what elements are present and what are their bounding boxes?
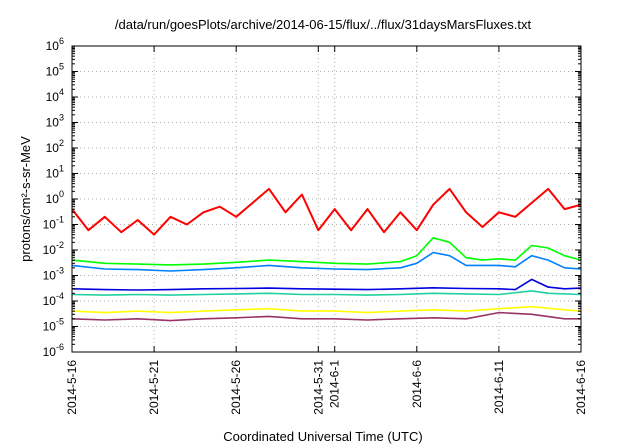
- x-axis-label: Coordinated Universal Time (UTC): [223, 429, 422, 444]
- y-tick-label: 106: [46, 36, 64, 53]
- series-line-7: [71, 311, 581, 322]
- y-tick-label: 10-2: [43, 240, 64, 257]
- y-tick-label: 103: [46, 113, 64, 130]
- y-tick-label: 101: [46, 164, 64, 181]
- y-tick-base: 10: [43, 320, 57, 334]
- x-tick-label: 2014-6-1: [328, 360, 342, 408]
- y-tick-exponent: 6: [59, 36, 64, 46]
- y-tick-base: 10: [43, 294, 57, 308]
- y-tick-base: 10: [43, 345, 57, 359]
- y-tick-label: 105: [46, 62, 64, 79]
- y-tick-exponent: -4: [56, 291, 64, 301]
- y-tick-label: 104: [46, 87, 64, 104]
- y-tick-label: 100: [46, 189, 64, 206]
- y-tick-label: 10-1: [43, 215, 64, 232]
- y-tick-base: 10: [46, 167, 60, 181]
- y-tick-base: 10: [43, 218, 57, 232]
- y-axis-ticks: 10-610-510-410-310-210-11001011021031041…: [43, 36, 581, 359]
- y-tick-label: 10-5: [43, 317, 64, 334]
- y-tick-base: 10: [43, 269, 57, 283]
- y-tick-exponent: 1: [59, 164, 64, 174]
- y-tick-base: 10: [46, 192, 60, 206]
- x-tick-label: 2014-5-26: [229, 360, 243, 415]
- series-line-6: [71, 305, 582, 314]
- y-tick-exponent: -5: [56, 317, 64, 327]
- y-tick-base: 10: [46, 65, 60, 79]
- chart-title: /data/run/goesPlots/archive/2014-06-15/f…: [115, 17, 532, 32]
- y-tick-base: 10: [46, 116, 60, 130]
- y-tick-base: 10: [43, 243, 57, 257]
- series-group: [71, 187, 582, 322]
- y-axis-label: protons/cm²-s-sr-MeV: [18, 136, 33, 262]
- x-tick-label: 2014-5-16: [65, 360, 79, 415]
- y-tick-label: 102: [46, 138, 64, 155]
- series-line-4: [71, 278, 582, 291]
- y-tick-base: 10: [46, 39, 60, 53]
- y-tick-label: 10-4: [43, 291, 64, 308]
- y-tick-exponent: -1: [56, 215, 64, 225]
- y-tick-exponent: -3: [56, 266, 64, 276]
- x-tick-label: 2014-6-6: [410, 360, 424, 408]
- y-tick-label: 10-6: [43, 342, 64, 359]
- y-tick-label: 10-3: [43, 266, 64, 283]
- y-tick-exponent: 5: [59, 62, 64, 72]
- x-tick-label: 2014-5-31: [311, 360, 325, 415]
- series-line-3: [71, 251, 582, 272]
- series-line-5: [71, 290, 582, 296]
- y-tick-base: 10: [46, 90, 60, 104]
- y-tick-exponent: 2: [59, 138, 64, 148]
- y-tick-exponent: 0: [59, 189, 64, 199]
- series-line-1: [71, 187, 582, 236]
- grid: [72, 46, 581, 352]
- x-tick-label: 2014-5-21: [147, 360, 161, 415]
- x-axis-ticks: 2014-5-16 2014-5-21 2014-5-26 2014-5-31 2014…: [65, 46, 588, 415]
- y-tick-exponent: 4: [59, 87, 64, 97]
- y-tick-exponent: -6: [56, 342, 64, 352]
- x-tick-label: 2014-6-11: [492, 360, 506, 414]
- series-line-2: [71, 237, 582, 266]
- y-tick-exponent: -2: [56, 240, 64, 250]
- x-tick-label: 2014-6-16: [574, 360, 588, 415]
- y-tick-exponent: 3: [59, 113, 64, 123]
- y-tick-base: 10: [46, 141, 60, 155]
